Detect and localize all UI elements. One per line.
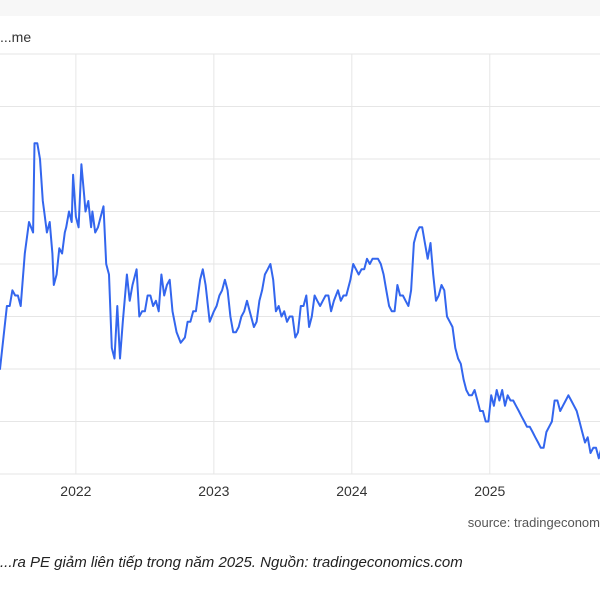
x-tick-label: 2025: [474, 483, 505, 499]
x-tick-label: 2024: [336, 483, 367, 499]
chart-card: [0, 16, 600, 540]
x-axis-ticks: 2022 2023 2024 2025: [60, 483, 505, 499]
chart-grid: [0, 53, 600, 475]
source-label: source: tradingeconom: [467, 515, 600, 530]
top-band: [0, 0, 600, 16]
line-chart: 2022 2023 2024 2025: [0, 53, 600, 499]
x-tick-label: 2022: [60, 483, 91, 499]
figure-caption: ...ra PE giảm liên tiếp trong năm 2025. …: [0, 554, 463, 571]
series-line-pe: [0, 142, 600, 460]
chart-title: ...me: [0, 29, 32, 45]
x-tick-label: 2023: [198, 483, 229, 499]
